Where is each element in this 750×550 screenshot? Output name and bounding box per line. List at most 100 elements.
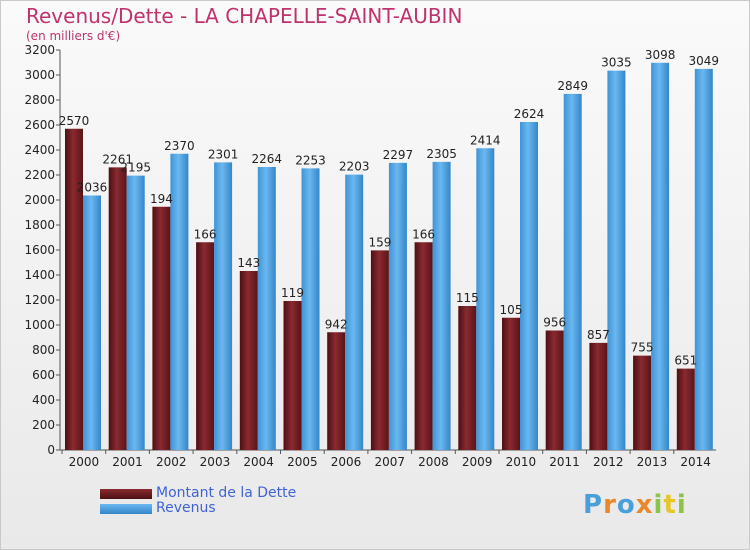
data-label: 2195 (120, 161, 151, 175)
x-tick-label: 2000 (69, 455, 100, 469)
x-tick-label: 2003 (200, 455, 231, 469)
debt-bar (283, 301, 302, 450)
y-tick-label: 3200 (24, 43, 55, 57)
data-label: 105 (500, 303, 523, 317)
revenus-bar (170, 153, 189, 450)
debt-bar (152, 206, 171, 450)
data-label: 166 (194, 227, 217, 241)
y-tick-label: 2200 (24, 168, 55, 182)
bars (65, 62, 713, 450)
y-tick-label: 3000 (24, 68, 55, 82)
legend-swatch-revenus (100, 504, 152, 514)
y-tick-label: 2000 (24, 193, 55, 207)
x-tick-label: 2002 (156, 455, 187, 469)
data-label: 2261 (102, 152, 133, 166)
data-label: 3049 (689, 54, 720, 68)
legend-label-revenus: Revenus (156, 500, 216, 516)
revenus-bar (694, 68, 713, 450)
debt-bar (545, 330, 564, 450)
y-tick-label: 1400 (24, 268, 55, 282)
revenus-bar (83, 195, 101, 450)
data-label: 2370 (164, 139, 195, 153)
debt-bar (676, 368, 695, 450)
data-label: 2264 (252, 152, 283, 166)
data-label: 2297 (383, 148, 414, 162)
x-tick-label: 2001 (112, 455, 143, 469)
revenus-bar (214, 162, 233, 450)
debt-bar (65, 128, 83, 450)
x-tick-label: 2004 (243, 455, 274, 469)
x-tick-label: 2010 (506, 455, 537, 469)
x-tick-label: 2014 (680, 455, 711, 469)
data-label: 857 (587, 328, 610, 342)
data-label: 2414 (470, 133, 501, 147)
data-label: 166 (412, 227, 435, 241)
y-tick-label: 1000 (24, 318, 55, 332)
data-label: 956 (543, 316, 566, 330)
debt-bar (414, 242, 433, 450)
y-tick-label: 1600 (24, 243, 55, 257)
x-tick-label: 2012 (593, 455, 624, 469)
proxiti-logo: Proxiti (583, 490, 687, 520)
y-tick-label: 200 (32, 418, 55, 432)
data-label: 2849 (557, 79, 588, 93)
data-label: 651 (674, 354, 697, 368)
data-label: 3098 (645, 48, 676, 62)
data-label: 2305 (426, 147, 457, 161)
legend-swatch-debt (100, 489, 152, 499)
data-label: 159 (368, 235, 391, 249)
revenus-bar (301, 168, 320, 450)
debt-bar (239, 271, 258, 450)
y-tick-label: 0 (47, 443, 55, 457)
y-tick-label: 2400 (24, 143, 55, 157)
debt-bar (327, 332, 346, 450)
debt-bar (502, 317, 520, 450)
data-labels: 2570 2261 194 166 143 119 942 159 166 115 105 956 85… (59, 48, 719, 368)
data-label: 942 (325, 317, 348, 331)
data-label: 2624 (514, 107, 545, 121)
revenus-bar (345, 174, 364, 450)
x-tick-label: 2008 (418, 455, 449, 469)
data-label: 119 (281, 286, 304, 300)
data-label: 3035 (601, 56, 632, 70)
data-label: 2253 (295, 153, 326, 167)
data-label: 2036 (77, 181, 108, 195)
revenus-bar (432, 161, 451, 450)
debt-bar (196, 242, 215, 450)
x-tick-label: 2006 (331, 455, 362, 469)
debt-bar (633, 355, 652, 450)
data-label: 143 (237, 256, 260, 270)
data-label: 115 (456, 291, 479, 305)
legend-label-debt: Montant de la Dette (156, 485, 297, 501)
data-label: 2570 (59, 114, 90, 128)
revenus-bar (563, 93, 582, 450)
data-label: 194 (150, 192, 173, 206)
revenus-bar (257, 167, 276, 450)
revenus-bar (651, 62, 670, 450)
chart-subtitle: (en milliers d'€) (26, 29, 121, 43)
y-tick-label: 800 (32, 343, 55, 357)
revenus-bar (607, 70, 626, 450)
revenus-bar (520, 122, 538, 450)
x-tick-label: 2009 (462, 455, 493, 469)
data-label: 755 (631, 341, 654, 355)
revenus-bar (476, 148, 495, 450)
x-tick-label: 2007 (374, 455, 405, 469)
debt-bar (370, 250, 389, 450)
x-tick-label: 2011 (549, 455, 580, 469)
debt-bar (108, 167, 127, 450)
x-tick-label: 2005 (287, 455, 318, 469)
y-tick-label: 1200 (24, 293, 55, 307)
debt-bar (458, 306, 477, 450)
data-label: 2301 (208, 147, 239, 161)
chart-title: Revenus/Dette - LA CHAPELLE-SAINT-AUBIN (26, 4, 463, 28)
x-tick-label: 2013 (637, 455, 668, 469)
y-tick-label: 400 (32, 393, 55, 407)
y-tick-label: 600 (32, 368, 55, 382)
data-label: 2203 (339, 160, 370, 174)
y-tick-label: 2800 (24, 93, 55, 107)
y-tick-label: 1800 (24, 218, 55, 232)
revenus-bar (126, 175, 145, 450)
revenus-bar (388, 162, 407, 450)
